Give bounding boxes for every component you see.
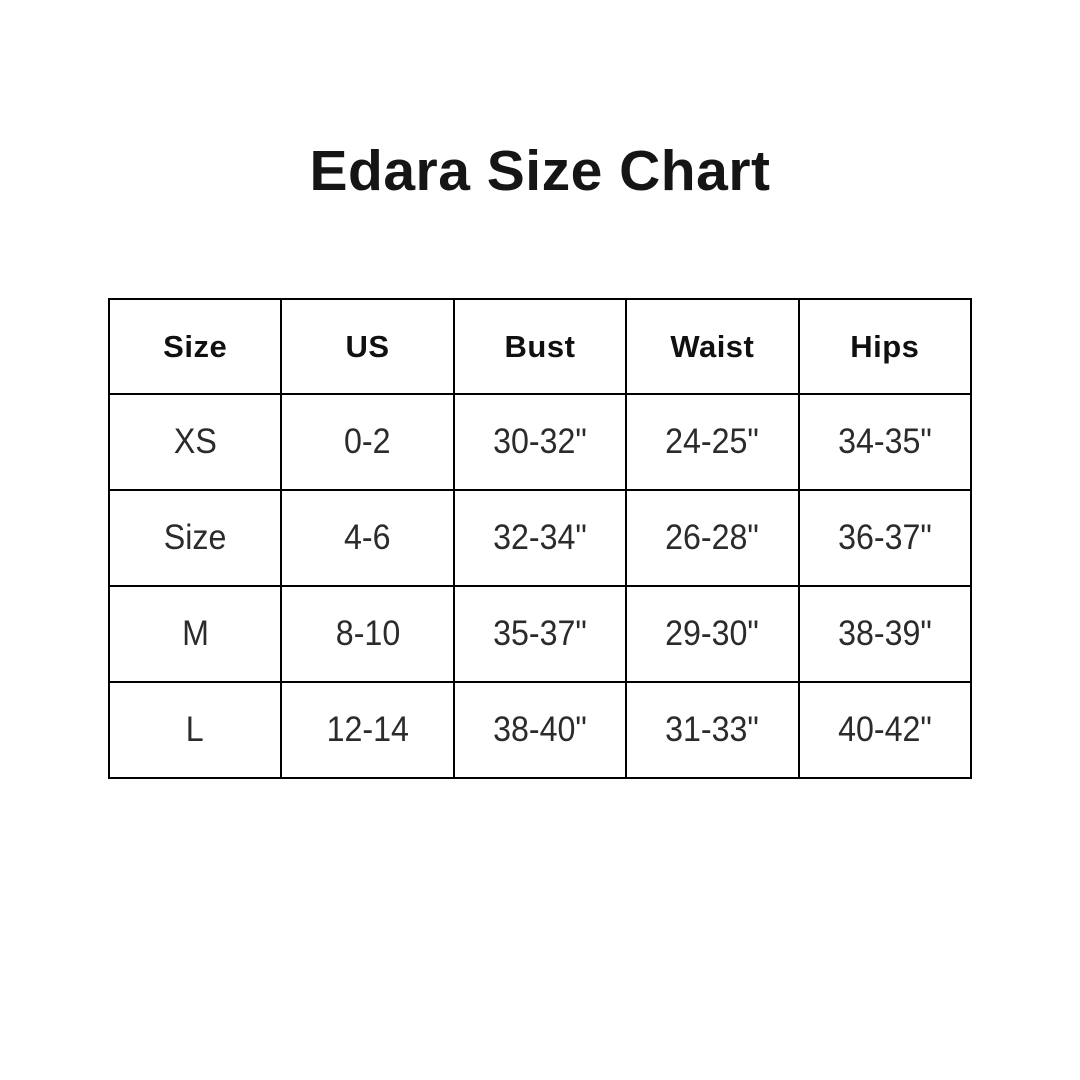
table-cell: 8-10 <box>280 585 455 683</box>
table-cell: 29-30" <box>625 585 800 683</box>
table-cell: 0-2 <box>280 393 455 491</box>
column-header-bust: Bust <box>452 298 628 395</box>
table-cell: 26-28" <box>625 489 800 587</box>
table-cell: M <box>107 585 283 683</box>
table-cell: 30-32" <box>452 393 628 491</box>
table-row: Size 4-6 32-34" 26-28" 36-37" <box>107 489 973 587</box>
column-header-hips: Hips <box>797 298 973 395</box>
table-cell: L <box>107 681 283 779</box>
table-header-row: Size US Bust Waist Hips <box>107 298 973 395</box>
column-header-size: Size <box>107 298 283 395</box>
table-row: XS 0-2 30-32" 24-25" 34-35" <box>107 393 973 491</box>
column-header-waist: Waist <box>625 298 800 395</box>
table-cell: 32-34" <box>452 489 628 587</box>
table-cell: 34-35" <box>797 393 973 491</box>
column-header-us: US <box>280 298 455 395</box>
table-cell: XS <box>107 393 283 491</box>
table-header: Size US Bust Waist Hips <box>107 298 973 395</box>
table-cell: 38-39" <box>797 585 973 683</box>
table-cell: 40-42" <box>797 681 973 779</box>
size-chart-table: Size US Bust Waist Hips XS 0-2 30-32" 24-25" 34-… <box>107 298 973 779</box>
table-cell: 38-40" <box>452 681 628 779</box>
table-cell: 24-25" <box>625 393 800 491</box>
table-cell: 36-37" <box>797 489 973 587</box>
table-cell: 4-6 <box>280 489 455 587</box>
table-cell: 12-14 <box>280 681 455 779</box>
table-row: M 8-10 35-37" 29-30" 38-39" <box>107 585 973 683</box>
table-cell: 35-37" <box>452 585 628 683</box>
table-body: XS 0-2 30-32" 24-25" 34-35" Size 4-6 32-34" 26-2… <box>107 393 973 779</box>
table-row: L 12-14 38-40" 31-33" 40-42" <box>107 681 973 779</box>
table-cell: Size <box>107 489 283 587</box>
page-title: Edara Size Chart <box>309 139 771 203</box>
table-cell: 31-33" <box>625 681 800 779</box>
